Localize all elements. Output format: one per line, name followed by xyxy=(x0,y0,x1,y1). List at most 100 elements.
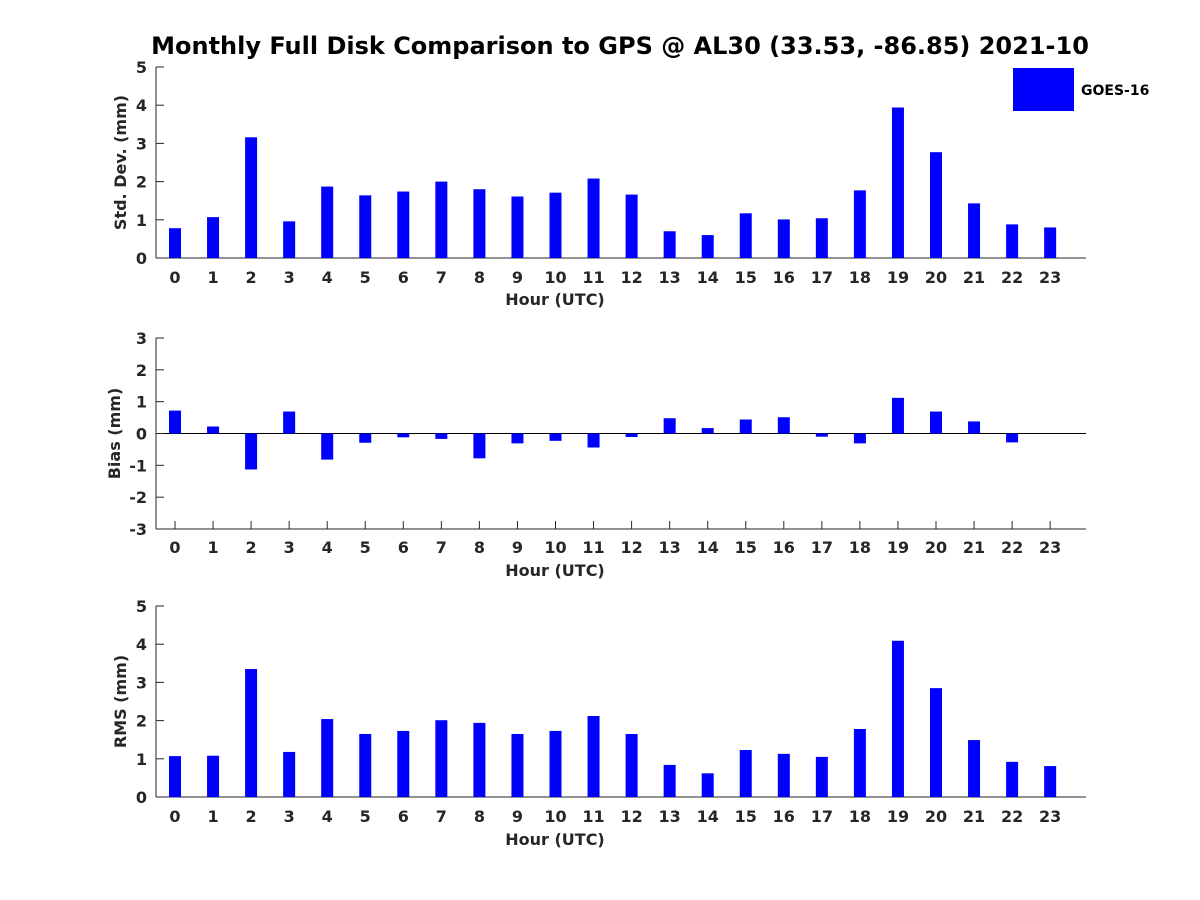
x-tick-label: 3 xyxy=(284,538,295,557)
x-tick-label: 9 xyxy=(512,268,523,287)
x-tick-label: 2 xyxy=(246,807,257,826)
y-axis-label: Std. Dev. (mm) xyxy=(111,95,130,230)
bar xyxy=(625,433,638,438)
y-tick-label: 2 xyxy=(136,361,147,380)
x-tick-label: 19 xyxy=(887,268,909,287)
bar xyxy=(663,231,676,258)
x-tick-label: 6 xyxy=(398,538,409,557)
x-tick-label: 9 xyxy=(512,807,523,826)
x-tick-label: 18 xyxy=(849,538,871,557)
x-tick-label: 4 xyxy=(322,807,333,826)
x-tick-label: 17 xyxy=(811,807,833,826)
x-tick-label: 2 xyxy=(246,268,257,287)
x-tick-label: 6 xyxy=(398,268,409,287)
bar xyxy=(930,411,942,434)
x-tick-label: 22 xyxy=(1001,538,1023,557)
bar xyxy=(359,195,372,258)
x-tick-label: 2 xyxy=(246,538,257,557)
x-tick-label: 4 xyxy=(322,268,333,287)
bar xyxy=(359,433,372,443)
bar xyxy=(853,729,866,797)
x-tick-label: 7 xyxy=(436,268,447,287)
x-tick-label: 13 xyxy=(659,538,681,557)
y-tick-label: 0 xyxy=(136,249,147,268)
bar xyxy=(245,433,258,470)
x-tick-label: 8 xyxy=(474,268,485,287)
y-tick-label: -1 xyxy=(129,456,147,475)
bar xyxy=(435,433,448,439)
bar xyxy=(283,221,296,258)
x-axis-label: Hour (UTC) xyxy=(505,830,605,849)
bar xyxy=(207,426,220,434)
bar xyxy=(473,433,486,459)
bar xyxy=(283,411,296,434)
x-tick-label: 8 xyxy=(474,538,485,557)
bar xyxy=(777,753,790,797)
bar xyxy=(549,192,562,258)
x-tick-label: 0 xyxy=(169,268,180,287)
bar xyxy=(930,688,942,797)
bar xyxy=(435,720,448,797)
bar xyxy=(815,218,828,258)
x-tick-label: 11 xyxy=(582,807,604,826)
bar xyxy=(435,181,448,258)
x-tick-label: 5 xyxy=(360,538,371,557)
x-tick-label: 13 xyxy=(659,268,681,287)
x-tick-label: 16 xyxy=(773,807,795,826)
bar xyxy=(663,418,676,434)
x-tick-label: 22 xyxy=(1001,807,1023,826)
bar xyxy=(321,433,334,460)
bar xyxy=(701,773,714,797)
y-tick-label: 2 xyxy=(136,173,147,192)
y-tick-label: 1 xyxy=(136,750,147,769)
bar xyxy=(511,433,524,444)
y-tick-label: 3 xyxy=(136,134,147,153)
x-tick-label: 17 xyxy=(811,538,833,557)
y-axis-label: Bias (mm) xyxy=(105,388,124,480)
y-tick-label: -3 xyxy=(129,520,147,539)
x-tick-label: 18 xyxy=(849,268,871,287)
x-tick-label: 19 xyxy=(887,538,909,557)
x-tick-label: 11 xyxy=(582,268,604,287)
x-tick-label: 0 xyxy=(169,807,180,826)
bar xyxy=(207,755,220,797)
x-tick-label: 19 xyxy=(887,807,909,826)
y-tick-label: 0 xyxy=(136,425,147,444)
x-tick-label: 10 xyxy=(544,538,566,557)
x-tick-label: 3 xyxy=(284,268,295,287)
y-tick-label: 5 xyxy=(136,597,147,616)
x-tick-label: 14 xyxy=(697,268,719,287)
x-tick-label: 4 xyxy=(322,538,333,557)
x-tick-label: 16 xyxy=(773,268,795,287)
x-tick-label: 23 xyxy=(1039,807,1061,826)
bar xyxy=(968,421,981,434)
x-tick-label: 1 xyxy=(207,807,218,826)
x-tick-label: 15 xyxy=(735,268,757,287)
y-tick-label: 0 xyxy=(136,788,147,807)
bar xyxy=(587,433,600,448)
bar xyxy=(245,669,258,797)
bar xyxy=(739,213,752,258)
bar xyxy=(663,764,676,797)
bar xyxy=(397,433,410,438)
x-tick-label: 23 xyxy=(1039,538,1061,557)
x-tick-label: 16 xyxy=(773,538,795,557)
x-tick-label: 18 xyxy=(849,807,871,826)
legend-swatch xyxy=(1013,68,1074,111)
figure-title: Monthly Full Disk Comparison to GPS @ AL… xyxy=(151,32,1089,60)
x-axis-label: Hour (UTC) xyxy=(505,561,605,580)
bar xyxy=(815,756,828,797)
y-tick-label: 5 xyxy=(136,58,147,77)
y-axis-label: RMS (mm) xyxy=(111,655,130,748)
x-tick-label: 21 xyxy=(963,268,985,287)
x-tick-label: 13 xyxy=(659,807,681,826)
x-tick-label: 7 xyxy=(436,538,447,557)
y-tick-label: 1 xyxy=(136,211,147,230)
y-tick-label: 1 xyxy=(136,393,147,412)
bar xyxy=(169,756,181,797)
bar xyxy=(473,722,486,797)
bar xyxy=(511,196,524,258)
